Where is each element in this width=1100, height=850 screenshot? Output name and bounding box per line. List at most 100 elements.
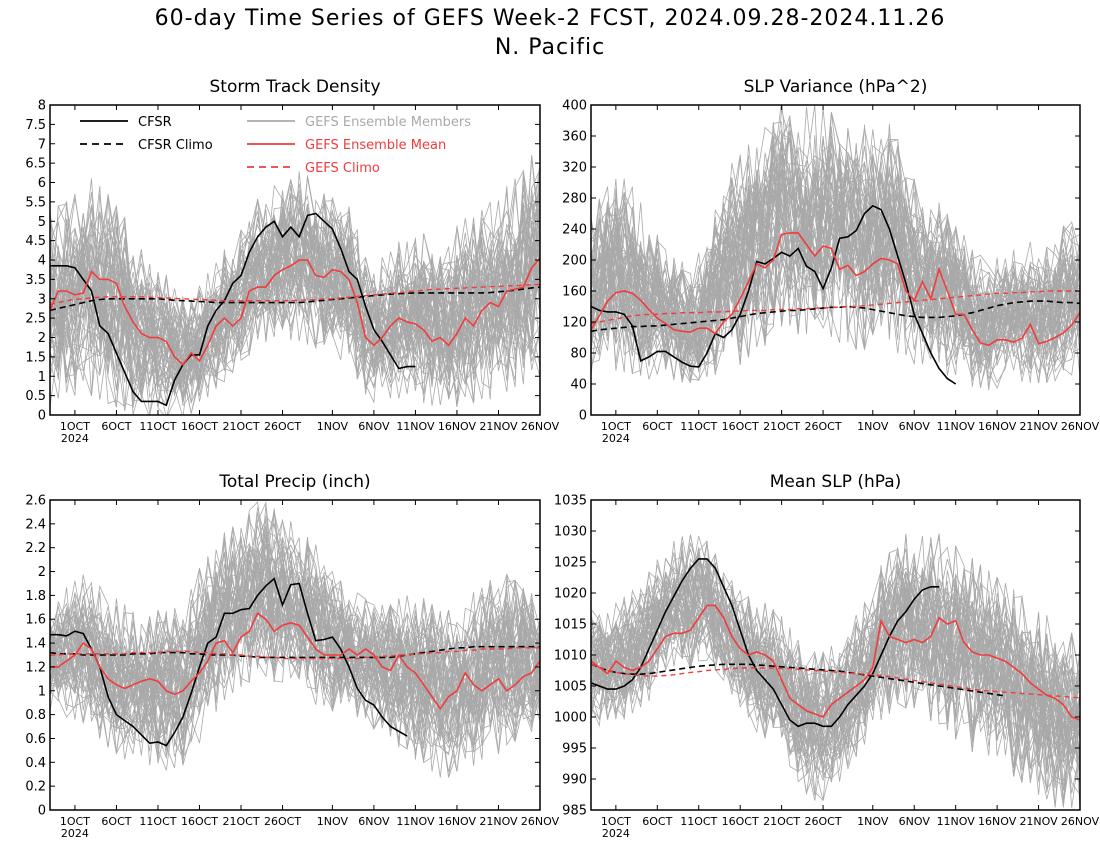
x-tick-label: 11NOV xyxy=(396,815,435,828)
ensemble-member-line xyxy=(50,175,540,381)
cfsr-line xyxy=(50,577,408,747)
y-tick-label: 1000 xyxy=(554,711,587,726)
x-tick-label: 6NOV xyxy=(899,815,931,828)
x-tick-label: 16OCT xyxy=(181,815,218,828)
y-tick-label: 2 xyxy=(38,331,46,346)
ensemble-member-line xyxy=(50,536,540,742)
ensemble-member-line xyxy=(50,193,540,415)
y-tick-label: 400 xyxy=(562,99,587,114)
cfsr-line xyxy=(591,558,940,728)
y-tick-label: 7 xyxy=(38,137,46,152)
ensemble-member-line xyxy=(591,150,1080,371)
y-tick-label: 360 xyxy=(562,130,587,145)
y-tick-label: 1.6 xyxy=(25,613,46,628)
x-tick-label: 16OCT xyxy=(722,815,759,828)
plot-area xyxy=(50,501,540,778)
ensemble-member-line xyxy=(591,569,1080,794)
ensemble-member-line xyxy=(591,534,1080,768)
y-tick-label: 5.5 xyxy=(25,195,46,210)
x-tick-label: 11OCT xyxy=(139,420,176,433)
y-tick-label: 0.2 xyxy=(25,780,46,795)
ensemble-member-line xyxy=(591,145,1080,368)
ensemble-member-line xyxy=(591,147,1080,364)
x-tick-label: 16OCT xyxy=(181,420,218,433)
x-tick-label: 26NOV xyxy=(521,815,560,828)
plot-area xyxy=(591,105,1080,391)
gefs-mean-line xyxy=(591,232,1080,347)
gefs-mean-line xyxy=(50,257,540,366)
ensemble-member-line xyxy=(591,567,1080,804)
x-tick-label: 26NOV xyxy=(1061,420,1100,433)
x-tick-label: 11OCT xyxy=(680,420,717,433)
plot-area xyxy=(50,154,540,415)
legend-cfsr-climo-label: CFSR Climo xyxy=(138,138,213,153)
x-tick-label: 6OCT xyxy=(642,420,672,433)
gefs-mean-line xyxy=(50,612,540,711)
legend-cfsr-label: CFSR xyxy=(138,115,172,130)
cfsr-line xyxy=(50,212,416,407)
panel-total-precip: Total Precip (inch) 0 0.2 0.4 0.6 0.8 1 1.2 1.4 1… xyxy=(25,472,559,840)
ensemble-member-line xyxy=(50,201,540,406)
x-tick-label: 21OCT xyxy=(763,815,800,828)
y-tick-label: 0.6 xyxy=(25,732,46,747)
ensemble-member-line xyxy=(591,546,1080,793)
y-tick-label: 200 xyxy=(562,254,587,269)
y-tick-label: 4.5 xyxy=(25,234,46,249)
ensemble-member-line xyxy=(591,535,1080,754)
y-tick-label: 320 xyxy=(562,161,587,176)
x-tick-label: 26OCT xyxy=(264,815,301,828)
x-tick-label: 1NOV xyxy=(317,420,349,433)
gefs-climo-line xyxy=(591,663,1080,699)
y-tick-label: 0 xyxy=(579,409,587,424)
x-tick-label: 1OCT xyxy=(601,420,631,433)
ensemble-member-line xyxy=(591,568,1080,791)
x-tick-label: 21NOV xyxy=(1019,420,1058,433)
panel-title: Storm Track Density xyxy=(209,77,380,97)
y-tick-label: 2 xyxy=(38,565,46,580)
x-tick-label: 16NOV xyxy=(978,815,1017,828)
x-tick-label: 1NOV xyxy=(317,815,349,828)
title-line-1: 60-day Time Series of GEFS Week-2 FCST, … xyxy=(154,6,946,31)
x-year-label: 2024 xyxy=(602,827,630,840)
x-tick-label: 16OCT xyxy=(722,420,759,433)
x-tick-label: 26OCT xyxy=(805,420,842,433)
ensemble-member-line xyxy=(591,533,1080,801)
y-tick-label: 1.5 xyxy=(25,350,46,365)
x-tick-label: 1OCT xyxy=(601,815,631,828)
x-tick-label: 16NOV xyxy=(978,420,1017,433)
ensemble-member-line xyxy=(50,525,540,757)
x-year-label: 2024 xyxy=(602,432,630,445)
x-tick-label: 11NOV xyxy=(396,420,435,433)
y-tick-label: 990 xyxy=(562,773,587,788)
y-tick-label: 985 xyxy=(562,804,587,819)
legend-gefs-climo-label: GEFS Climo xyxy=(305,161,380,176)
y-tick-label: 3.5 xyxy=(25,273,46,288)
legend: CFSR CFSR Climo GEFS Ensemble Members GEFS … xyxy=(80,115,471,176)
ensemble-member-line xyxy=(50,510,540,759)
ensemble-member-line xyxy=(591,533,1080,767)
x-tick-label: 21NOV xyxy=(479,420,518,433)
y-tick-label: 0 xyxy=(38,804,46,819)
x-tick-label: 11OCT xyxy=(139,815,176,828)
plot-area xyxy=(591,533,1080,808)
panel-slp-variance: SLP Variance (hPa^2) 0 40 80 120 160 200 240 280… xyxy=(562,77,1099,445)
x-tick-label: 16NOV xyxy=(438,815,477,828)
x-tick-label: 1OCT xyxy=(60,420,90,433)
y-tick-label: 1035 xyxy=(554,494,587,509)
gefs-climo-line xyxy=(50,647,540,660)
y-tick-label: 0.8 xyxy=(25,708,46,723)
x-tick-label: 6OCT xyxy=(642,815,672,828)
ensemble-member-line xyxy=(591,105,1080,376)
panel-title: SLP Variance (hPa^2) xyxy=(744,77,928,97)
x-tick-label: 21OCT xyxy=(222,420,259,433)
y-tick-label: 0 xyxy=(38,409,46,424)
y-tick-label: 0.4 xyxy=(25,756,46,771)
ensemble-member-line xyxy=(50,577,540,738)
x-tick-label: 11NOV xyxy=(937,420,976,433)
ensemble-member-line xyxy=(50,198,540,403)
y-tick-label: 1 xyxy=(38,370,46,385)
ensemble-member-line xyxy=(50,551,540,755)
y-tick-label: 120 xyxy=(562,316,587,331)
y-tick-label: 995 xyxy=(562,742,587,757)
x-tick-label: 6OCT xyxy=(101,420,131,433)
